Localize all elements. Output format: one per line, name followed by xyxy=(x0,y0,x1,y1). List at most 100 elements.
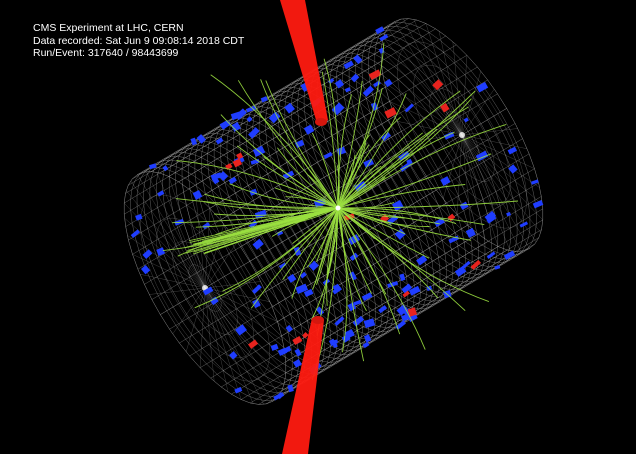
hcal-tower xyxy=(234,108,247,120)
hcal-tower xyxy=(462,260,471,269)
hcal-tower xyxy=(270,343,279,351)
hcal-tower xyxy=(130,229,141,239)
event-info: CMS Experiment at LHC, CERN Data recorde… xyxy=(33,22,244,60)
ecal-tower xyxy=(232,158,243,168)
hcal-tower xyxy=(407,313,418,323)
endcap-spoke xyxy=(461,128,518,136)
track xyxy=(337,90,461,209)
track xyxy=(337,132,423,209)
hcal-tower xyxy=(375,26,385,35)
hcal-tower xyxy=(292,358,302,368)
track xyxy=(337,94,352,209)
hcal-tower xyxy=(250,158,260,165)
hcal-tower xyxy=(273,392,285,401)
hcal-tower xyxy=(254,209,267,219)
endcap-ring xyxy=(381,18,543,252)
hcal-tower xyxy=(260,96,268,103)
endcap-center xyxy=(459,132,465,138)
hcal-tower xyxy=(476,81,489,93)
endcap-spoke xyxy=(461,108,507,136)
hcal-tower xyxy=(363,334,372,343)
endcap-spoke xyxy=(204,287,229,393)
endcap-spoke xyxy=(146,171,206,289)
hcal-tower xyxy=(157,190,165,197)
endcap-spoke xyxy=(461,134,541,233)
hcal-tower xyxy=(361,292,373,302)
track xyxy=(236,145,339,209)
track xyxy=(337,207,439,299)
hcal-tower xyxy=(202,222,211,230)
calorimeter-deposits xyxy=(130,26,544,401)
endcap-spoke xyxy=(403,18,463,136)
wireframe-line xyxy=(137,115,395,270)
hcal-tower xyxy=(398,150,410,162)
track xyxy=(337,144,370,209)
track xyxy=(292,207,339,244)
endcap-spoke xyxy=(381,49,463,136)
hcal-tower xyxy=(392,200,404,212)
hcal-tower xyxy=(294,348,302,357)
endcap-spoke xyxy=(204,241,238,289)
hcal-tower xyxy=(323,151,333,160)
hcal-tower xyxy=(248,127,260,139)
endcap-spoke xyxy=(461,134,511,251)
hcal-tower xyxy=(459,201,469,210)
endcap-spoke xyxy=(127,235,206,289)
endcap-spoke xyxy=(204,287,273,402)
wireframe-line xyxy=(128,86,386,241)
wireframe-line xyxy=(210,224,468,379)
endcap-spoke xyxy=(160,287,206,315)
hcal-tower xyxy=(245,105,257,113)
hcal-tower xyxy=(440,176,451,186)
track xyxy=(337,142,367,209)
track xyxy=(337,80,363,209)
hcal-tower xyxy=(294,139,305,148)
hcal-tower xyxy=(334,79,345,89)
endcap-spoke xyxy=(130,180,206,289)
endcap-spoke xyxy=(204,287,284,386)
wireframe-line xyxy=(258,251,516,405)
track xyxy=(215,207,339,236)
track xyxy=(175,198,339,209)
endcap-ring xyxy=(397,41,527,229)
hcal-tower xyxy=(362,341,370,349)
ecal-tower xyxy=(407,307,418,317)
hcal-tower xyxy=(396,304,409,316)
hcal-tower xyxy=(494,264,501,270)
endcap-spoke xyxy=(168,176,206,289)
hcal-tower xyxy=(278,262,287,269)
hcal-tower xyxy=(252,238,264,250)
hcal-tower xyxy=(532,199,544,209)
hcal-tower xyxy=(299,271,307,279)
hcal-tower xyxy=(349,252,359,261)
interaction-vertex xyxy=(335,205,341,211)
hcal-tower xyxy=(332,342,338,348)
hcal-tower xyxy=(363,158,374,168)
track xyxy=(337,207,430,259)
experiment-label: CMS Experiment at LHC, CERN xyxy=(33,22,184,34)
track xyxy=(277,147,339,209)
endcap-spoke xyxy=(461,134,528,149)
endcap-spoke xyxy=(204,287,278,322)
track xyxy=(337,207,365,362)
hcal-tower xyxy=(379,34,389,42)
ecal-tower xyxy=(302,332,309,339)
endcap-spoke xyxy=(204,287,215,382)
hcal-tower xyxy=(287,273,297,283)
hcal-tower xyxy=(218,171,229,182)
endcap-spoke xyxy=(387,27,463,136)
endcap-spoke xyxy=(461,88,495,136)
hcal-tower xyxy=(352,315,365,327)
hcal-tower xyxy=(315,306,325,316)
hcal-tower xyxy=(219,120,230,129)
track xyxy=(311,132,339,209)
endcap-ring xyxy=(156,217,254,359)
hcal-tower xyxy=(486,251,496,259)
track xyxy=(337,207,430,227)
endcap-spoke xyxy=(204,281,261,289)
run-event-number: Run/Event: 317640 / 98443699 xyxy=(33,47,179,59)
track xyxy=(282,207,339,280)
track xyxy=(337,184,466,209)
hcal-tower xyxy=(387,280,399,288)
track xyxy=(337,93,407,209)
